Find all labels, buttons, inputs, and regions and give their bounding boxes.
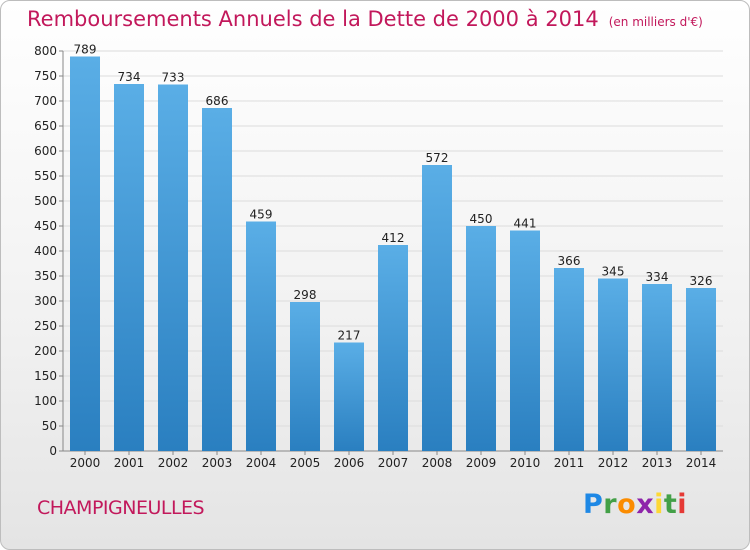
y-tick-label: 50 [42, 419, 57, 433]
data-label-2008: 572 [426, 151, 449, 165]
data-label-2014: 326 [690, 274, 713, 288]
bar-2001 [114, 84, 144, 451]
logo-letter: i [654, 489, 664, 520]
data-labels: 789 734 733 686 459 298 217 412 572 450 441 366 345 3… [74, 43, 713, 343]
y-tick-label: 100 [34, 394, 57, 408]
x-tick-label: 2014 [686, 456, 717, 470]
x-tick-label: 2010 [510, 456, 541, 470]
bar-2008 [422, 165, 452, 451]
bars [70, 56, 716, 451]
logo-letter: i [677, 489, 688, 520]
logo-letter: r [603, 489, 618, 520]
bar-2010 [510, 230, 540, 451]
y-tick-label: 350 [34, 269, 57, 283]
data-label-2012: 345 [602, 265, 625, 279]
data-label-2007: 412 [382, 231, 405, 245]
x-tick-label: 2008 [422, 456, 453, 470]
y-tick-label: 550 [34, 169, 57, 183]
data-label-2003: 686 [206, 94, 229, 108]
y-tick-label: 250 [34, 319, 57, 333]
x-tick-label: 2012 [598, 456, 629, 470]
bar-2005 [290, 302, 320, 451]
logo-letter: P [583, 489, 604, 520]
x-tick-label: 2005 [290, 456, 321, 470]
y-tick-label: 200 [34, 344, 57, 358]
data-label-2004: 459 [250, 208, 273, 222]
data-label-2010: 441 [514, 217, 537, 231]
bar-2012 [598, 278, 628, 451]
x-tick-label: 2004 [246, 456, 277, 470]
y-tick-label: 750 [34, 69, 57, 83]
y-tick-label: 700 [34, 94, 57, 108]
y-tick-label: 800 [34, 44, 57, 58]
data-label-2000: 789 [74, 43, 97, 57]
logo-letter: o [617, 489, 637, 520]
data-label-2001: 734 [118, 70, 141, 84]
y-tick-label: 150 [34, 369, 57, 383]
chart-title: Remboursements Annuels de la Dette de 20… [27, 7, 703, 31]
x-tick-label: 2001 [114, 456, 145, 470]
x-tick-label: 2003 [202, 456, 233, 470]
bar-2002 [158, 84, 188, 451]
bar-2011 [554, 268, 584, 451]
y-tick-label: 400 [34, 244, 57, 258]
proxiti-logo: Proxiti [583, 489, 687, 520]
bar-2007 [378, 245, 408, 451]
y-tick-label: 450 [34, 219, 57, 233]
x-tick-label: 2007 [378, 456, 409, 470]
y-tick-label: 0 [49, 444, 57, 458]
bar-2014 [686, 288, 716, 451]
data-label-2002: 733 [162, 71, 185, 85]
commune-name: CHAMPIGNEULLES [37, 497, 205, 519]
data-label-2006: 217 [338, 329, 361, 343]
chart-title-text: Remboursements Annuels de la Dette de 20… [27, 7, 599, 31]
chart-unit: (en milliers d'€) [608, 15, 703, 29]
data-label-2011: 366 [558, 254, 581, 268]
bar-chart: 0 50 100 150 200 250 300 350 400 450 500 550 600 650 7… [34, 43, 723, 470]
bar-2009 [466, 226, 496, 451]
x-tick-label: 2002 [158, 456, 189, 470]
bar-2006 [334, 342, 364, 451]
bar-2013 [642, 284, 672, 451]
x-tick-label: 2006 [334, 456, 365, 470]
x-tick-label: 2009 [466, 456, 497, 470]
x-tick-label: 2011 [554, 456, 585, 470]
bar-2003 [202, 108, 232, 451]
x-tick-label: 2013 [642, 456, 673, 470]
data-label-2005: 298 [294, 288, 317, 302]
logo-letter: x [636, 489, 655, 520]
x-tick-label: 2000 [70, 456, 101, 470]
data-label-2013: 334 [646, 270, 669, 284]
bar-2000 [70, 56, 100, 451]
y-tick-label: 500 [34, 194, 57, 208]
y-tick-label: 600 [34, 144, 57, 158]
y-tick-label: 650 [34, 119, 57, 133]
y-tick-label: 300 [34, 294, 57, 308]
data-label-2009: 450 [470, 212, 493, 226]
logo-letter: t [663, 489, 678, 520]
bar-2004 [246, 221, 276, 451]
axes: 0 50 100 150 200 250 300 350 400 450 500 550 600 650 7… [34, 44, 723, 470]
